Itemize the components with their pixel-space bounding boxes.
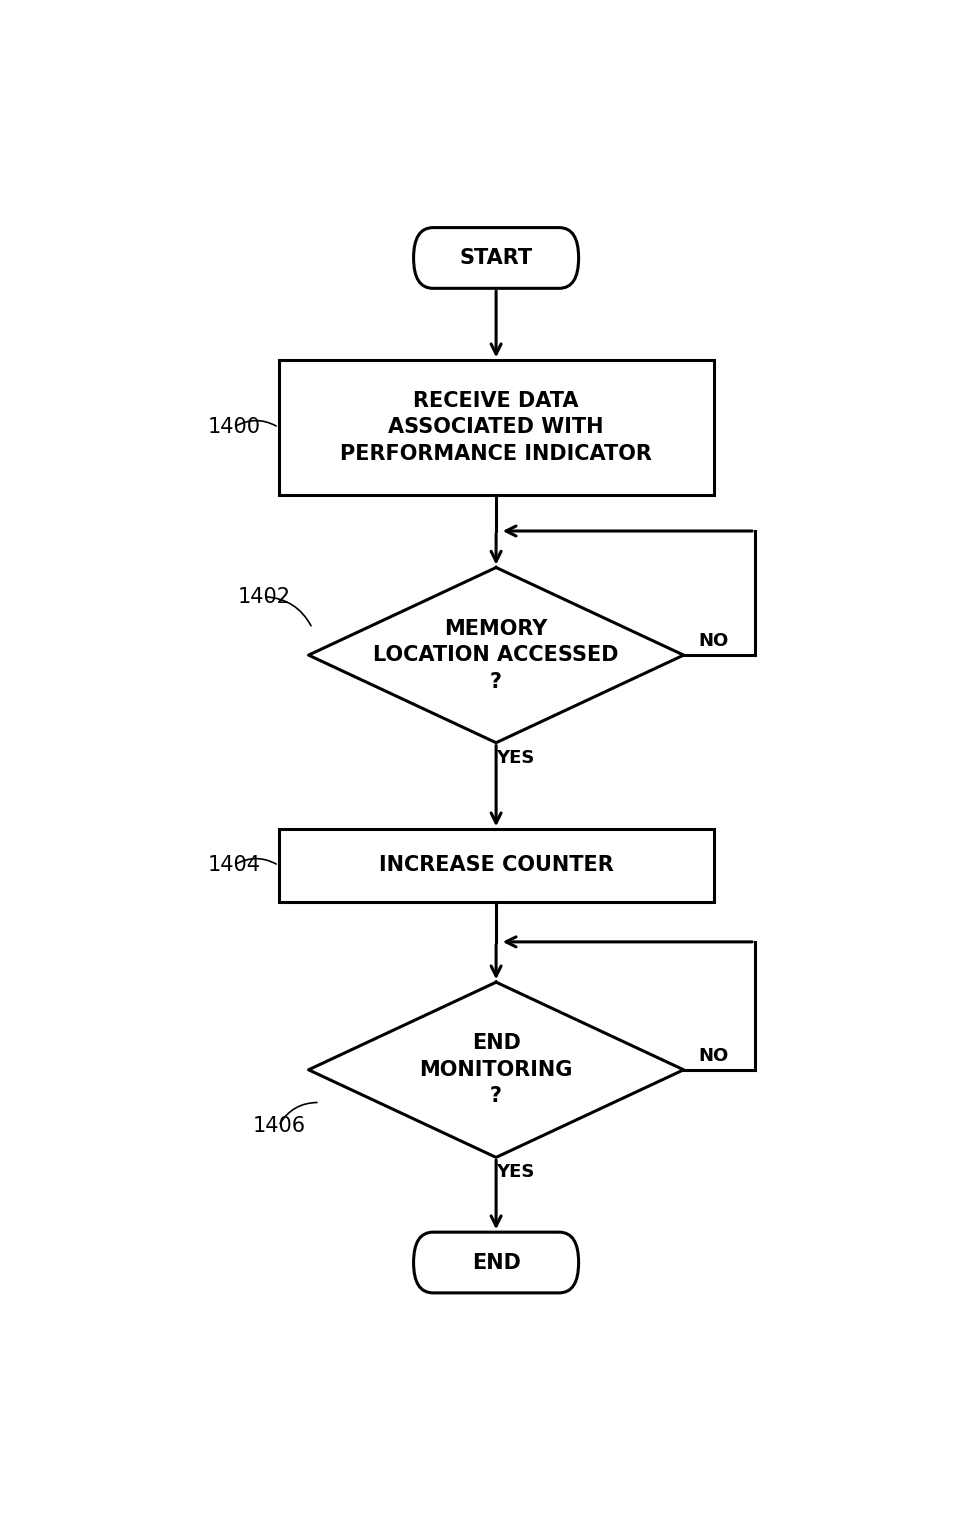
Polygon shape xyxy=(309,567,683,743)
FancyBboxPatch shape xyxy=(413,228,579,288)
Text: MEMORY
LOCATION ACCESSED
?: MEMORY LOCATION ACCESSED ? xyxy=(374,619,619,692)
Bar xyxy=(279,360,713,495)
FancyArrowPatch shape xyxy=(236,420,276,426)
Text: 1406: 1406 xyxy=(253,1117,306,1136)
FancyBboxPatch shape xyxy=(413,1232,579,1292)
Text: END
MONITORING
?: END MONITORING ? xyxy=(419,1033,573,1106)
Text: NO: NO xyxy=(699,633,729,651)
Bar xyxy=(279,830,713,901)
Text: START: START xyxy=(460,247,532,269)
FancyArrowPatch shape xyxy=(280,1103,318,1124)
Text: NO: NO xyxy=(699,1047,729,1065)
FancyArrowPatch shape xyxy=(266,596,311,627)
Text: 1404: 1404 xyxy=(207,856,260,875)
FancyArrowPatch shape xyxy=(236,859,276,865)
Text: YES: YES xyxy=(496,1164,534,1182)
Polygon shape xyxy=(309,981,683,1157)
Text: INCREASE COUNTER: INCREASE COUNTER xyxy=(378,856,614,875)
Text: RECEIVE DATA
ASSOCIATED WITH
PERFORMANCE INDICATOR: RECEIVE DATA ASSOCIATED WITH PERFORMANCE… xyxy=(340,391,652,464)
Text: 1400: 1400 xyxy=(207,417,260,437)
Text: 1402: 1402 xyxy=(237,587,290,607)
Text: END: END xyxy=(471,1253,521,1273)
Text: YES: YES xyxy=(496,748,534,766)
